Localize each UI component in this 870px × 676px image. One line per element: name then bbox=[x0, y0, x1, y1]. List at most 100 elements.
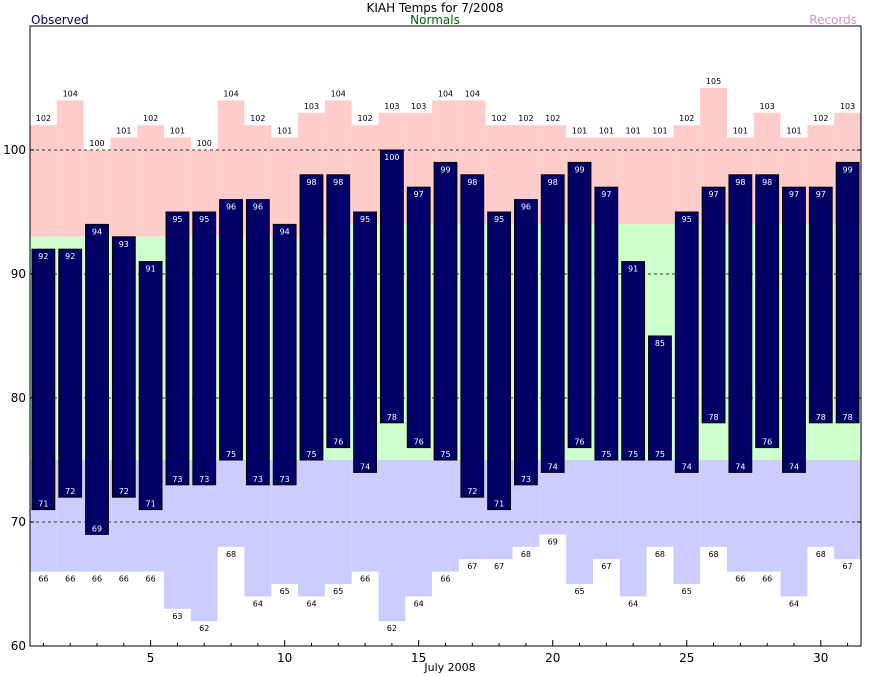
record-high-label: 101 bbox=[599, 127, 614, 136]
observed-bar bbox=[460, 174, 485, 498]
observed-high-label: 97 bbox=[708, 190, 718, 199]
y-tick-label: 100 bbox=[3, 143, 26, 157]
record-low-band bbox=[298, 460, 325, 597]
observed-high-label: 97 bbox=[789, 190, 799, 199]
legend-observed: Observed bbox=[31, 13, 89, 27]
observed-high-label: 96 bbox=[253, 203, 263, 212]
x-tick-label: 20 bbox=[545, 651, 560, 665]
record-high-label: 104 bbox=[63, 89, 78, 98]
observed-low-label: 78 bbox=[708, 413, 718, 422]
observed-bar bbox=[808, 186, 833, 424]
record-high-label: 104 bbox=[438, 89, 453, 98]
record-low-band bbox=[646, 460, 674, 547]
record-high-label: 100 bbox=[89, 139, 104, 148]
observed-bar bbox=[755, 174, 780, 449]
observed-high-label: 97 bbox=[816, 190, 826, 199]
observed-high-label: 99 bbox=[843, 165, 853, 174]
record-low-label: 66 bbox=[440, 575, 450, 584]
record-high-label: 101 bbox=[626, 127, 641, 136]
observed-bar bbox=[111, 236, 136, 498]
record-high-label: 102 bbox=[679, 114, 694, 123]
record-high-band bbox=[110, 137, 138, 237]
observed-high-label: 95 bbox=[360, 215, 370, 224]
record-low-band bbox=[619, 460, 647, 597]
record-low-band bbox=[190, 460, 218, 622]
observed-low-label: 75 bbox=[628, 450, 638, 459]
record-high-label: 102 bbox=[36, 114, 51, 123]
observed-high-label: 95 bbox=[199, 215, 209, 224]
observed-bar bbox=[621, 261, 646, 461]
observed-high-label: 98 bbox=[762, 178, 772, 187]
record-low-label: 66 bbox=[735, 575, 745, 584]
observed-bar bbox=[299, 174, 324, 461]
observed-bar bbox=[594, 186, 619, 461]
record-low-band bbox=[405, 460, 433, 597]
observed-low-label: 75 bbox=[226, 450, 236, 459]
observed-bar bbox=[514, 199, 538, 486]
record-high-label: 101 bbox=[786, 127, 801, 136]
record-low-label: 65 bbox=[280, 587, 290, 596]
observed-bar bbox=[835, 161, 860, 424]
observed-low-label: 69 bbox=[92, 524, 102, 533]
observed-high-label: 94 bbox=[92, 227, 102, 236]
observed-high-label: 97 bbox=[601, 190, 611, 199]
observed-high-label: 98 bbox=[467, 178, 477, 187]
record-low-label: 64 bbox=[628, 599, 638, 608]
record-low-label: 66 bbox=[762, 575, 772, 584]
y-tick-label: 80 bbox=[11, 391, 26, 405]
record-high-label: 102 bbox=[813, 114, 828, 123]
record-high-label: 102 bbox=[518, 114, 533, 123]
record-low-label: 69 bbox=[548, 537, 558, 546]
observed-high-label: 100 bbox=[384, 153, 399, 162]
observed-bar bbox=[648, 335, 672, 461]
record-low-label: 68 bbox=[226, 550, 236, 559]
observed-bar bbox=[138, 261, 163, 511]
record-high-band bbox=[485, 125, 513, 225]
y-tick-label: 90 bbox=[11, 267, 26, 281]
observed-low-label: 78 bbox=[387, 413, 397, 422]
record-high-label: 102 bbox=[357, 114, 372, 123]
record-low-label: 67 bbox=[843, 562, 853, 571]
observed-low-label: 75 bbox=[655, 450, 665, 459]
x-axis-label: July 2008 bbox=[424, 661, 476, 674]
observed-bar bbox=[728, 174, 753, 473]
record-low-band bbox=[217, 460, 245, 547]
record-high-label: 101 bbox=[572, 127, 587, 136]
observed-high-label: 99 bbox=[574, 165, 584, 174]
record-low-label: 64 bbox=[253, 599, 263, 608]
observed-bar bbox=[782, 186, 806, 473]
record-high-label: 101 bbox=[277, 127, 292, 136]
observed-high-label: 98 bbox=[306, 178, 316, 187]
observed-bar bbox=[58, 248, 83, 498]
observed-high-label: 95 bbox=[172, 215, 182, 224]
observed-high-label: 99 bbox=[440, 165, 450, 174]
observed-low-label: 72 bbox=[119, 487, 129, 496]
observed-low-label: 76 bbox=[333, 438, 343, 447]
record-high-label: 104 bbox=[223, 89, 238, 98]
observed-bar bbox=[192, 211, 217, 486]
x-tick-label: 30 bbox=[813, 651, 828, 665]
observed-high-label: 92 bbox=[38, 252, 48, 261]
observed-low-label: 74 bbox=[360, 462, 370, 471]
observed-bar bbox=[406, 186, 431, 449]
observed-high-label: 91 bbox=[146, 265, 156, 274]
observed-high-label: 98 bbox=[333, 178, 343, 187]
record-high-label: 101 bbox=[116, 127, 131, 136]
record-high-band bbox=[351, 125, 379, 225]
record-low-label: 64 bbox=[414, 599, 424, 608]
record-low-band bbox=[780, 460, 808, 597]
observed-high-label: 92 bbox=[65, 252, 75, 261]
observed-low-label: 73 bbox=[199, 475, 209, 484]
record-high-band bbox=[56, 100, 84, 237]
record-low-band bbox=[700, 460, 727, 547]
observed-low-label: 72 bbox=[65, 487, 75, 496]
y-tick-label: 60 bbox=[11, 639, 26, 653]
record-high-label: 100 bbox=[197, 139, 212, 148]
observed-bar bbox=[165, 211, 190, 486]
record-low-label: 68 bbox=[816, 550, 826, 559]
x-tick-label: 15 bbox=[411, 651, 426, 665]
observed-low-label: 78 bbox=[816, 413, 826, 422]
observed-high-label: 91 bbox=[628, 265, 638, 274]
record-low-label: 68 bbox=[655, 550, 665, 559]
observed-low-label: 73 bbox=[253, 475, 263, 484]
